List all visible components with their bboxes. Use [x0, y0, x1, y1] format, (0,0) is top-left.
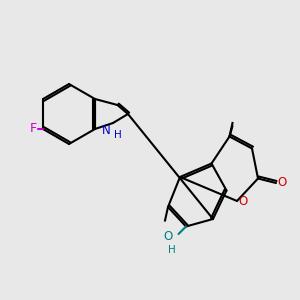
Text: H: H [114, 130, 122, 140]
Text: O: O [238, 195, 248, 208]
Text: N: N [102, 124, 111, 137]
Text: H: H [168, 245, 176, 255]
Text: O: O [278, 176, 287, 190]
Text: F: F [29, 122, 36, 136]
Text: O: O [163, 230, 172, 244]
